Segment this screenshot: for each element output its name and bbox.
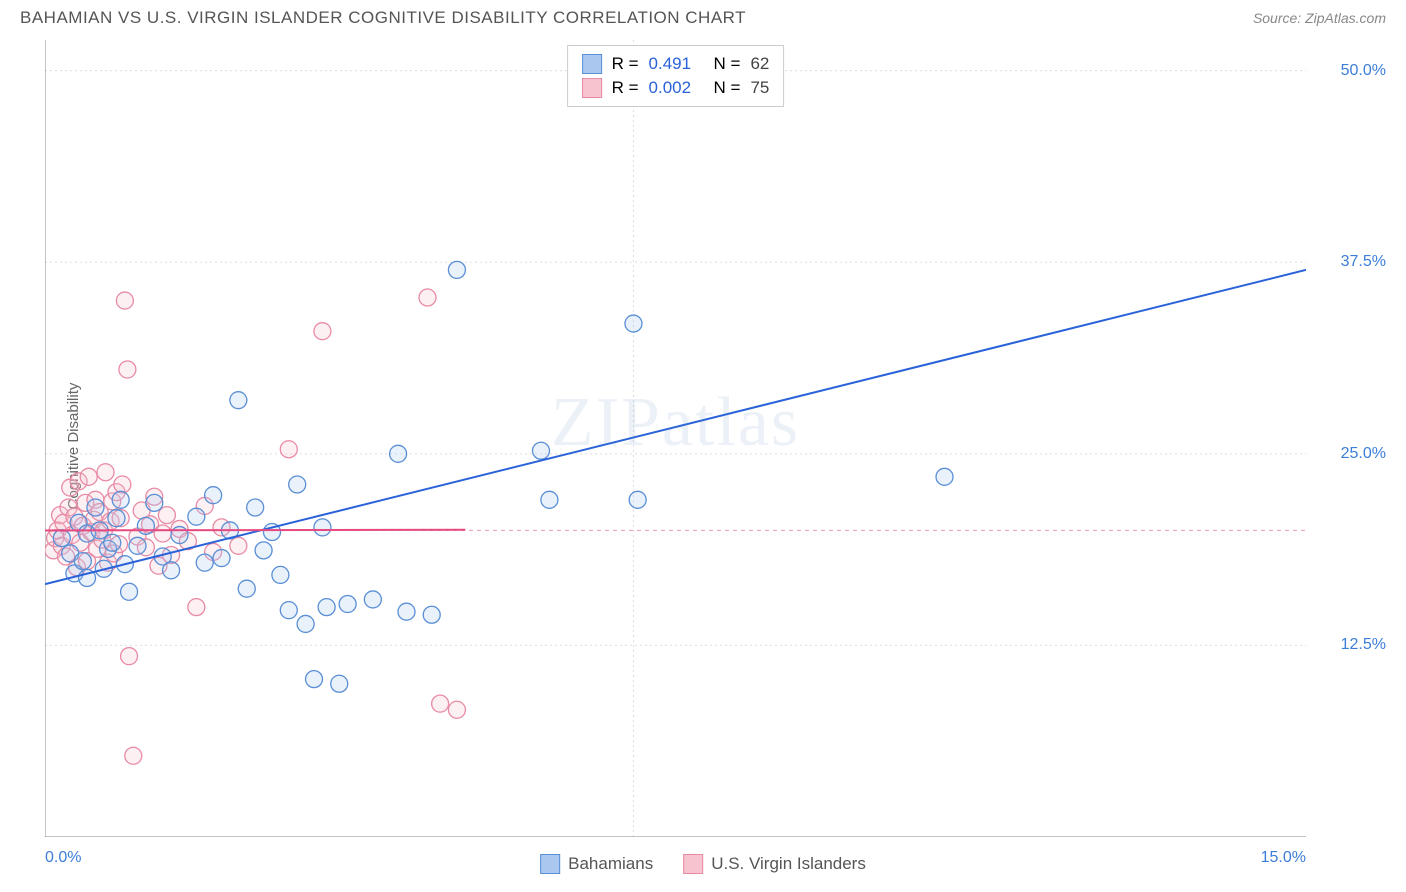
y-tick-label: 25.0% xyxy=(1341,445,1386,463)
series-name: Bahamians xyxy=(568,854,653,874)
x-tick-label: 0.0% xyxy=(45,849,81,867)
swatch-icon xyxy=(683,854,703,874)
y-tick-label: 50.0% xyxy=(1341,62,1386,80)
y-tick-label: 37.5% xyxy=(1341,253,1386,271)
legend-row-bahamian: R = 0.491 N = 62 xyxy=(582,52,770,76)
source-attribution: Source: ZipAtlas.com xyxy=(1253,10,1386,26)
series-name: U.S. Virgin Islanders xyxy=(711,854,866,874)
y-tick-label: 12.5% xyxy=(1341,636,1386,654)
x-tick-label: 15.0% xyxy=(1261,849,1306,867)
legend-row-virgin-islander: R = 0.002 N = 75 xyxy=(582,76,770,100)
correlation-legend: R = 0.491 N = 62 R = 0.002 N = 75 xyxy=(567,45,785,107)
n-value-virgin-islander: 75 xyxy=(750,78,769,98)
legend-item-virgin-islander: U.S. Virgin Islanders xyxy=(683,854,866,874)
r-value-virgin-islander: 0.002 xyxy=(649,78,704,98)
r-value-bahamian: 0.491 xyxy=(649,54,704,74)
source-link[interactable]: ZipAtlas.com xyxy=(1305,10,1386,26)
series-legend: Bahamians U.S. Virgin Islanders xyxy=(540,854,866,874)
chart-area: R = 0.491 N = 62 R = 0.002 N = 75 ZIPatl… xyxy=(45,40,1306,837)
swatch-icon xyxy=(540,854,560,874)
scatter-plot xyxy=(45,40,1306,837)
chart-title: BAHAMIAN VS U.S. VIRGIN ISLANDER COGNITI… xyxy=(20,8,746,28)
swatch-virgin-islander xyxy=(582,78,602,98)
n-value-bahamian: 62 xyxy=(750,54,769,74)
swatch-bahamian xyxy=(582,54,602,74)
legend-item-bahamian: Bahamians xyxy=(540,854,653,874)
